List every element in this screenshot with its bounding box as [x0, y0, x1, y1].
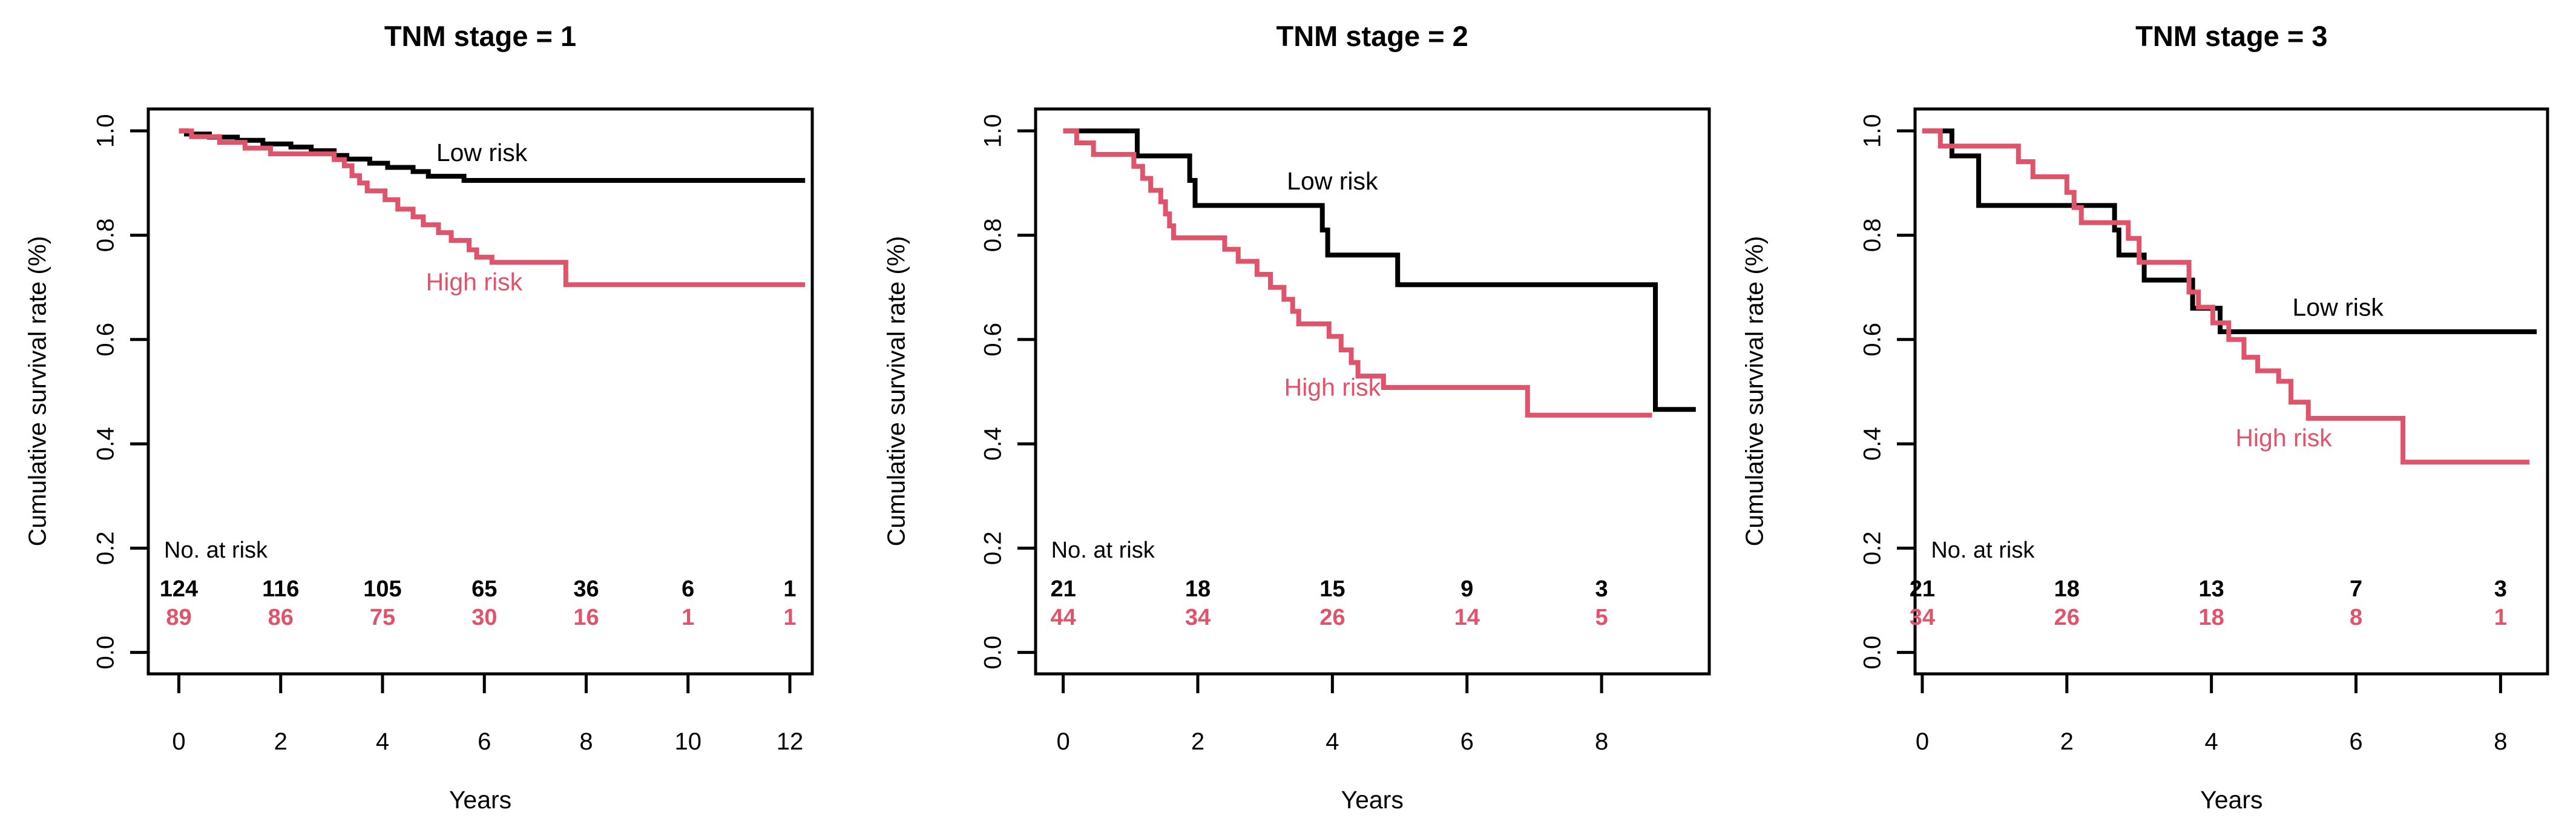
- x-tick-label: 12: [777, 728, 804, 755]
- x-tick-label: 8: [2494, 728, 2508, 755]
- at-risk-count: 86: [268, 605, 294, 630]
- y-tick-label: 0.2: [93, 532, 119, 565]
- at-risk-count: 65: [472, 576, 497, 602]
- x-axis-title: Years: [1341, 786, 1404, 814]
- at-risk-count: 14: [1454, 605, 1479, 630]
- at-risk-count: 116: [262, 576, 299, 602]
- survival-curve-low-risk: [1063, 128, 1696, 412]
- survival-curve-low-risk: [1922, 128, 2537, 334]
- y-tick-label: 1.0: [979, 114, 1006, 148]
- at-risk-count: 3: [2494, 576, 2507, 602]
- x-tick-label: 2: [1191, 728, 1204, 755]
- x-axis-title: Years: [448, 786, 512, 814]
- panel-title: TNM stage = 3: [2135, 20, 2328, 52]
- x-tick-label: 6: [2350, 728, 2363, 755]
- at-risk-count: 1: [783, 576, 796, 602]
- x-tick-label: 2: [274, 728, 288, 755]
- at-risk-count: 5: [1595, 605, 1608, 630]
- x-tick-label: 4: [376, 728, 389, 755]
- survival-curve-high-risk: [1922, 128, 2530, 465]
- y-tick-label: 0.8: [979, 219, 1006, 252]
- y-tick-label: 0.2: [979, 532, 1006, 565]
- at-risk-count: 16: [573, 605, 599, 630]
- at-risk-count: 26: [1319, 605, 1345, 630]
- at-risk-count: 15: [1319, 576, 1345, 602]
- at-risk-label: No. at risk: [1931, 538, 2035, 563]
- y-tick-label: 1.0: [93, 114, 119, 148]
- y-tick-label: 0.4: [1859, 427, 1886, 461]
- y-tick-label: 0.6: [979, 323, 1006, 357]
- y-tick-label: 0.8: [1859, 219, 1886, 252]
- y-tick-label: 0.0: [1859, 636, 1886, 670]
- at-risk-count: 1: [783, 605, 796, 630]
- at-risk-count: 18: [1184, 576, 1210, 602]
- at-risk-count: 18: [2054, 576, 2080, 602]
- at-risk-label: No. at risk: [164, 538, 268, 563]
- at-risk-count: 34: [1910, 605, 1935, 630]
- curve-label-low-risk: Low risk: [2293, 294, 2384, 321]
- y-tick-label: 0.0: [93, 636, 119, 670]
- at-risk-count: 105: [363, 576, 401, 602]
- at-risk-count: 6: [682, 576, 694, 602]
- at-risk-count: 7: [2350, 576, 2362, 602]
- plot-box: [1034, 107, 1711, 676]
- x-tick-label: 6: [1460, 728, 1473, 755]
- survival-curve-high-risk: [179, 128, 806, 288]
- x-tick-label: 2: [2060, 728, 2074, 755]
- at-risk-count: 21: [1910, 576, 1935, 602]
- at-risk-count: 8: [2350, 605, 2362, 630]
- at-risk-count: 21: [1050, 576, 1076, 602]
- at-risk-count: 34: [1184, 605, 1210, 630]
- curve-label-high-risk: High risk: [1284, 373, 1381, 401]
- at-risk-count: 13: [2199, 576, 2224, 602]
- at-risk-count: 1: [682, 605, 694, 630]
- at-risk-count: 30: [472, 605, 497, 630]
- y-tick-label: 1.0: [1859, 114, 1886, 148]
- y-tick-label: 0.6: [1859, 323, 1886, 357]
- plot-box: [1913, 107, 2549, 676]
- x-tick-label: 10: [674, 728, 702, 755]
- y-tick-label: 0.2: [1859, 532, 1886, 565]
- at-risk-count: 75: [370, 605, 395, 630]
- survival-plot-svg: 0.0 0.2 0.4 0.6 0.8 1.0 0 2 4 6 8 Low risk High risk…: [979, 107, 1711, 755]
- panel-title: TNM stage = 2: [1276, 20, 1468, 52]
- panel-title: TNM stage = 1: [384, 20, 577, 52]
- panel-tnm-stage-2: TNM stage = 2 Cumulative survival rate (…: [859, 0, 1718, 824]
- at-risk-count: 36: [573, 576, 599, 602]
- x-tick-label: 6: [478, 728, 491, 755]
- y-tick-label: 0.0: [979, 636, 1006, 670]
- panel-tnm-stage-3: TNM stage = 3 Cumulative survival rate (…: [1717, 0, 2576, 824]
- panel-tnm-stage-1: TNM stage = 1 Cumulative survival rate (…: [0, 0, 859, 824]
- x-tick-label: 4: [2205, 728, 2218, 755]
- at-risk-label: No. at risk: [1051, 538, 1155, 563]
- at-risk-count: 89: [166, 605, 191, 630]
- plot-box: [146, 107, 814, 676]
- at-risk-count: 1: [2494, 605, 2507, 630]
- x-tick-label: 0: [1056, 728, 1070, 755]
- y-tick-label: 0.8: [93, 219, 119, 252]
- x-tick-label: 8: [1595, 728, 1608, 755]
- survival-curve-high-risk: [1063, 128, 1652, 418]
- x-tick-label: 4: [1326, 728, 1339, 755]
- survival-plot-svg: 0.0 0.2 0.4 0.6 0.8 1.0 0 2 4 6 8 Low risk High risk…: [1859, 107, 2549, 755]
- at-risk-count: 18: [2199, 605, 2224, 630]
- curve-label-high-risk: High risk: [426, 268, 523, 295]
- x-tick-label: 8: [579, 728, 593, 755]
- y-tick-label: 0.6: [93, 323, 119, 357]
- curve-label-low-risk: Low risk: [436, 139, 528, 166]
- x-axis-title: Years: [2200, 786, 2263, 814]
- x-tick-label: 0: [172, 728, 185, 755]
- at-risk-count: 26: [2054, 605, 2080, 630]
- y-tick-label: 0.4: [93, 427, 119, 461]
- at-risk-count: 124: [160, 576, 198, 602]
- at-risk-count: 44: [1050, 605, 1076, 630]
- x-tick-label: 0: [1916, 728, 1929, 755]
- y-tick-label: 0.4: [979, 427, 1006, 461]
- curve-label-low-risk: Low risk: [1287, 167, 1378, 195]
- at-risk-count: 9: [1460, 576, 1473, 602]
- curve-label-high-risk: High risk: [2236, 424, 2333, 452]
- at-risk-count: 3: [1595, 576, 1608, 602]
- survival-plot-svg: 0.0 0.2 0.4 0.6 0.8 1.0 0 2 4 6 8 10 12 Low risk High …: [93, 107, 814, 755]
